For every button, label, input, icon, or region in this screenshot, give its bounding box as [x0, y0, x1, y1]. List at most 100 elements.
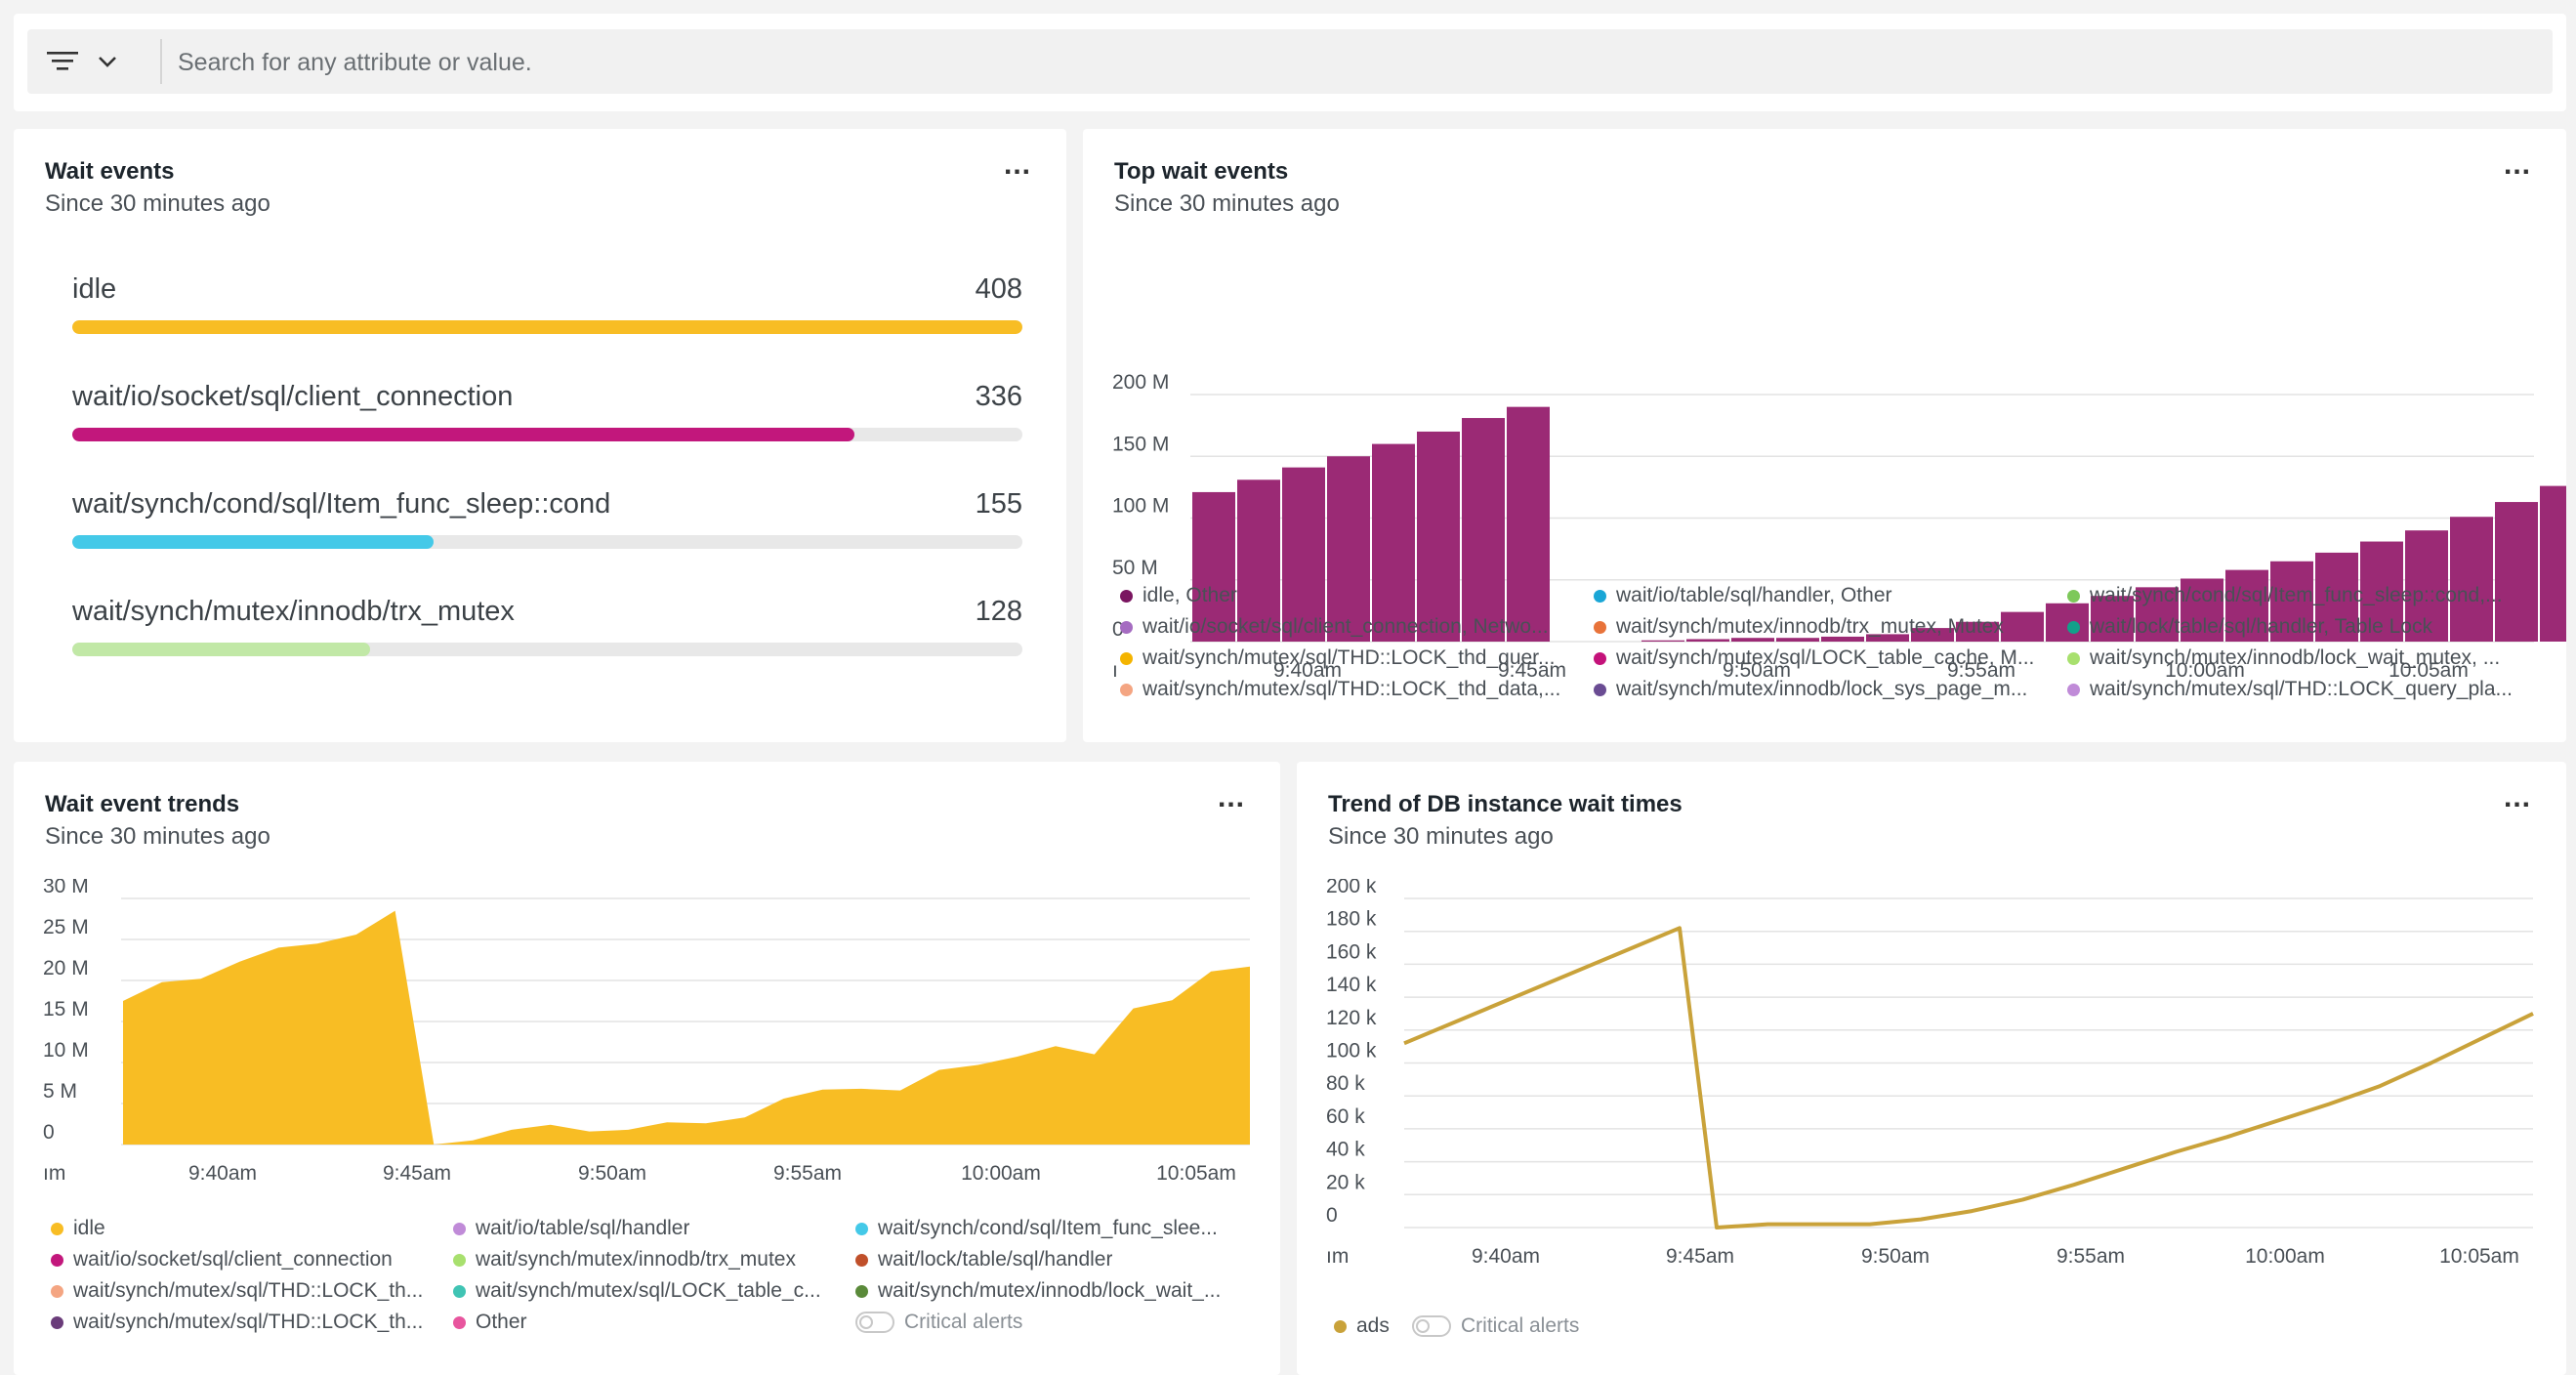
bar-list-label: idle [72, 273, 117, 305]
legend-item[interactable]: wait/synch/mutex/sql/THD::LOCK_query_pla… [2067, 678, 2525, 701]
bar[interactable] [2495, 502, 2538, 642]
bar-list-fill [72, 643, 371, 656]
bar[interactable] [1327, 456, 1370, 642]
bar[interactable] [2181, 578, 2223, 642]
bar-list-label: wait/io/socket/sql/client_connection [72, 381, 514, 412]
y-tick-label: 200 M [1112, 371, 1169, 394]
bar[interactable] [1507, 406, 1550, 642]
bar[interactable] [2540, 485, 2566, 642]
bar[interactable] [1911, 628, 1954, 642]
bar[interactable] [2360, 541, 2403, 642]
legend-label: wait/lock/table/sql/handler, Table Lock [2090, 615, 2432, 638]
critical-alerts-toggle[interactable]: Critical alerts [1412, 1314, 1627, 1338]
legend-item[interactable]: wait/synch/mutex/innodb/trx_mutex [453, 1248, 840, 1271]
legend-item[interactable]: wait/io/socket/sql/client_connection, Ne… [1120, 615, 1578, 639]
legend-item[interactable]: wait/io/socket/sql/client_connection [51, 1248, 437, 1271]
bar[interactable] [1956, 621, 1999, 642]
filter-divider [160, 39, 162, 84]
y-tick-label: 20 k [1326, 1171, 1365, 1193]
toggle-switch[interactable] [1412, 1315, 1451, 1337]
bar[interactable] [1686, 639, 1729, 642]
legend-item[interactable]: wait/lock/table/sql/handler, Table Lock [2067, 615, 2525, 639]
legend-item[interactable]: wait/synch/mutex/innodb/trx_mutex, Mutex [1594, 615, 2052, 639]
legend-dot [51, 1315, 63, 1329]
bar[interactable] [1192, 491, 1235, 642]
legend-dot [1120, 683, 1133, 696]
bar-list-row[interactable]: wait/synch/mutex/innodb/trx_mutex 128 [61, 596, 1022, 664]
toggle-switch[interactable] [855, 1312, 894, 1333]
y-tick-label: 0 [1326, 1204, 1338, 1227]
legend-label: wait/synch/cond/sql/Item_func_sleep::con… [2090, 584, 2503, 606]
search-input[interactable] [176, 37, 1547, 88]
bar-list-row[interactable]: wait/synch/cond/sql/Item_func_sleep::con… [61, 488, 1022, 557]
bar[interactable] [1776, 638, 1819, 642]
filter-menu-button[interactable] [47, 39, 145, 84]
bar[interactable] [1641, 640, 1684, 642]
y-tick-label: 0 [1112, 618, 1124, 641]
legend-item[interactable]: idle [51, 1217, 437, 1240]
bar[interactable] [2046, 603, 2089, 642]
bar[interactable] [2315, 552, 2358, 642]
legend-dot [1594, 620, 1606, 634]
bar[interactable] [1821, 636, 1864, 642]
y-tick-label: 60 k [1326, 1105, 1365, 1128]
card-subtitle: Since 30 minutes ago [45, 823, 270, 850]
more-options-button[interactable]: ... [2503, 781, 2531, 813]
more-options-button[interactable]: ... [1217, 781, 1245, 813]
legend-item[interactable]: wait/synch/mutex/sql/LOCK_table_c... [453, 1279, 840, 1303]
more-options-button[interactable]: ... [1003, 148, 1031, 181]
x-tick-label: 10:05am [2389, 659, 2469, 682]
card-subtitle: Since 30 minutes ago [1328, 823, 1554, 850]
bar[interactable] [1237, 479, 1280, 642]
legend-item[interactable]: wait/synch/mutex/sql/THD::LOCK_thd_data,… [1120, 678, 1578, 701]
wait-event-trends-area-chart: 0 5 M 10 M 15 M 20 M 25 M 30 M 9:40am 9:45am 9:50… [43, 879, 1250, 1185]
y-tick-label: 20 M [43, 957, 89, 979]
legend-item[interactable]: wait/synch/mutex/sql/LOCK_table_cache, M… [1594, 646, 2052, 670]
legend-dot [51, 1253, 63, 1267]
legend-label: Critical alerts [904, 1311, 1023, 1333]
legend-dot [1120, 620, 1133, 634]
y-tick-label: 40 k [1326, 1139, 1365, 1161]
legend-dot [1120, 589, 1133, 603]
bar-list-row[interactable]: wait/io/socket/sql/client_connection 336 [61, 381, 1022, 449]
bar-list-label: wait/synch/cond/sql/Item_func_sleep::con… [72, 488, 611, 520]
bar[interactable] [1462, 418, 1505, 642]
legend-item[interactable]: wait/synch/mutex/innodb/lock_wait_mutex,… [2067, 646, 2525, 670]
bar[interactable] [1866, 634, 1909, 642]
legend-item[interactable]: wait/synch/cond/sql/Item_func_slee... [855, 1217, 1242, 1240]
bar[interactable] [1372, 443, 1415, 642]
legend-item[interactable]: idle, Other [1120, 584, 1578, 607]
x-tick-label: 10:00am [2245, 1245, 2325, 1268]
bar[interactable] [2450, 517, 2493, 642]
legend-item[interactable]: wait/synch/mutex/sql/THD::LOCK_thd_quer.… [1120, 646, 1578, 670]
legend-item[interactable]: Other [453, 1311, 840, 1334]
line-series-ads[interactable] [1403, 926, 2534, 1229]
y-tick-label: 140 k [1326, 974, 1377, 996]
bar[interactable] [1417, 431, 1460, 642]
bar[interactable] [2405, 530, 2448, 642]
filter-icon [47, 52, 78, 70]
bar[interactable] [2225, 569, 2268, 642]
legend-item[interactable]: wait/synch/cond/sql/Item_func_sleep::con… [2067, 584, 2525, 607]
legend-item[interactable]: wait/synch/mutex/sql/THD::LOCK_th... [51, 1311, 437, 1334]
legend-item[interactable]: wait/io/table/sql/handler [453, 1217, 840, 1240]
bar-list-value: 155 [975, 488, 1022, 520]
bar[interactable] [2136, 587, 2179, 642]
legend-item[interactable]: wait/lock/table/sql/handler [855, 1248, 1242, 1271]
legend-dot [1594, 683, 1606, 696]
more-options-button[interactable]: ... [2503, 148, 2531, 181]
critical-alerts-toggle[interactable]: Critical alerts [855, 1311, 1242, 1334]
bar-list-row[interactable]: idle 408 [61, 273, 1022, 342]
bar[interactable] [1731, 638, 1774, 642]
legend-label: wait/synch/mutex/sql/LOCK_table_c... [476, 1279, 821, 1302]
bar[interactable] [1282, 467, 1325, 642]
area-series-idle[interactable] [123, 910, 1250, 1145]
legend-item[interactable]: wait/synch/mutex/innodb/lock_wait_... [855, 1279, 1242, 1303]
bar[interactable] [2091, 596, 2134, 642]
legend-item[interactable]: wait/io/table/sql/handler, Other [1594, 584, 2052, 607]
legend-item[interactable]: wait/synch/mutex/innodb/lock_sys_page_m.… [1594, 678, 2052, 701]
bar[interactable] [2001, 611, 2044, 642]
legend-item[interactable]: ads [1334, 1314, 1406, 1338]
legend-item[interactable]: wait/synch/mutex/sql/THD::LOCK_th... [51, 1279, 437, 1303]
bar[interactable] [2270, 561, 2313, 642]
